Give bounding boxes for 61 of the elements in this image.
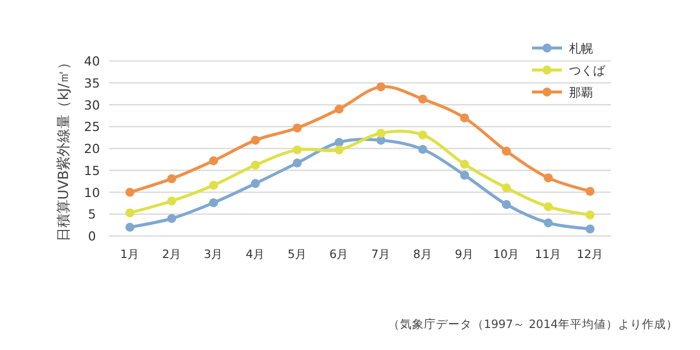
- y-axis-title: 日積算UVB紫外線量（kJ/㎡）: [56, 55, 72, 242]
- point: [418, 130, 428, 140]
- point: [334, 145, 344, 154]
- point: [586, 224, 595, 234]
- point: [544, 173, 553, 182]
- point: [418, 144, 428, 154]
- point: [167, 196, 176, 206]
- x-tick-label: 6月: [329, 247, 349, 261]
- x-tick-label: 10月: [493, 247, 520, 261]
- x-tick-label: 12月: [576, 247, 604, 261]
- point: [334, 138, 344, 147]
- legend-label: 那覇: [569, 86, 593, 100]
- y-tick-label: 10: [84, 184, 100, 200]
- y-tick-label: 35: [84, 75, 100, 90]
- point: [292, 123, 302, 132]
- point: [502, 146, 511, 156]
- x-tick-label: 9月: [454, 247, 474, 261]
- y-tick-label: 5: [88, 206, 96, 222]
- point: [167, 174, 176, 184]
- point: [125, 208, 134, 218]
- y-tick-label: 25: [84, 119, 100, 134]
- x-tick-label: 1月: [120, 247, 140, 261]
- point: [209, 198, 218, 208]
- point: [125, 188, 134, 197]
- point: [250, 136, 260, 145]
- point: [502, 200, 511, 209]
- point: [292, 158, 302, 168]
- point: [167, 214, 176, 223]
- point: [125, 222, 134, 232]
- y-tick-label: 0: [88, 228, 96, 244]
- point: [376, 128, 386, 138]
- point: [292, 145, 302, 154]
- point: [250, 179, 260, 188]
- x-tick-label: 2月: [162, 247, 182, 261]
- point: [209, 180, 218, 190]
- legend-label: 札幌: [569, 42, 593, 56]
- point: [586, 186, 595, 196]
- point: [502, 183, 511, 192]
- x-tick-label: 7月: [371, 247, 391, 261]
- legend-label: つくば: [569, 64, 606, 78]
- y-tick-label: 40: [84, 54, 100, 68]
- x-tick-label: 11月: [534, 247, 562, 261]
- y-tick-label: 15: [84, 162, 100, 178]
- point: [460, 113, 470, 122]
- point: [334, 104, 344, 114]
- point: [376, 82, 386, 92]
- x-tick-label: 5月: [288, 247, 307, 261]
- point: [250, 160, 260, 170]
- point: [460, 160, 470, 169]
- point: [418, 94, 428, 104]
- point: [544, 218, 553, 228]
- y-tick-label: 30: [84, 97, 100, 112]
- x-tick-label: 4月: [246, 247, 266, 261]
- y-tick-label: 20: [84, 141, 100, 156]
- point: [460, 170, 470, 180]
- point: [586, 210, 595, 220]
- x-tick-label: 8月: [413, 247, 432, 261]
- x-tick-label: 3月: [204, 247, 224, 261]
- point: [209, 156, 218, 166]
- text: （気象庁データ（1997～ 2014年平均値）より作成）: [388, 317, 678, 331]
- point: [544, 202, 553, 212]
